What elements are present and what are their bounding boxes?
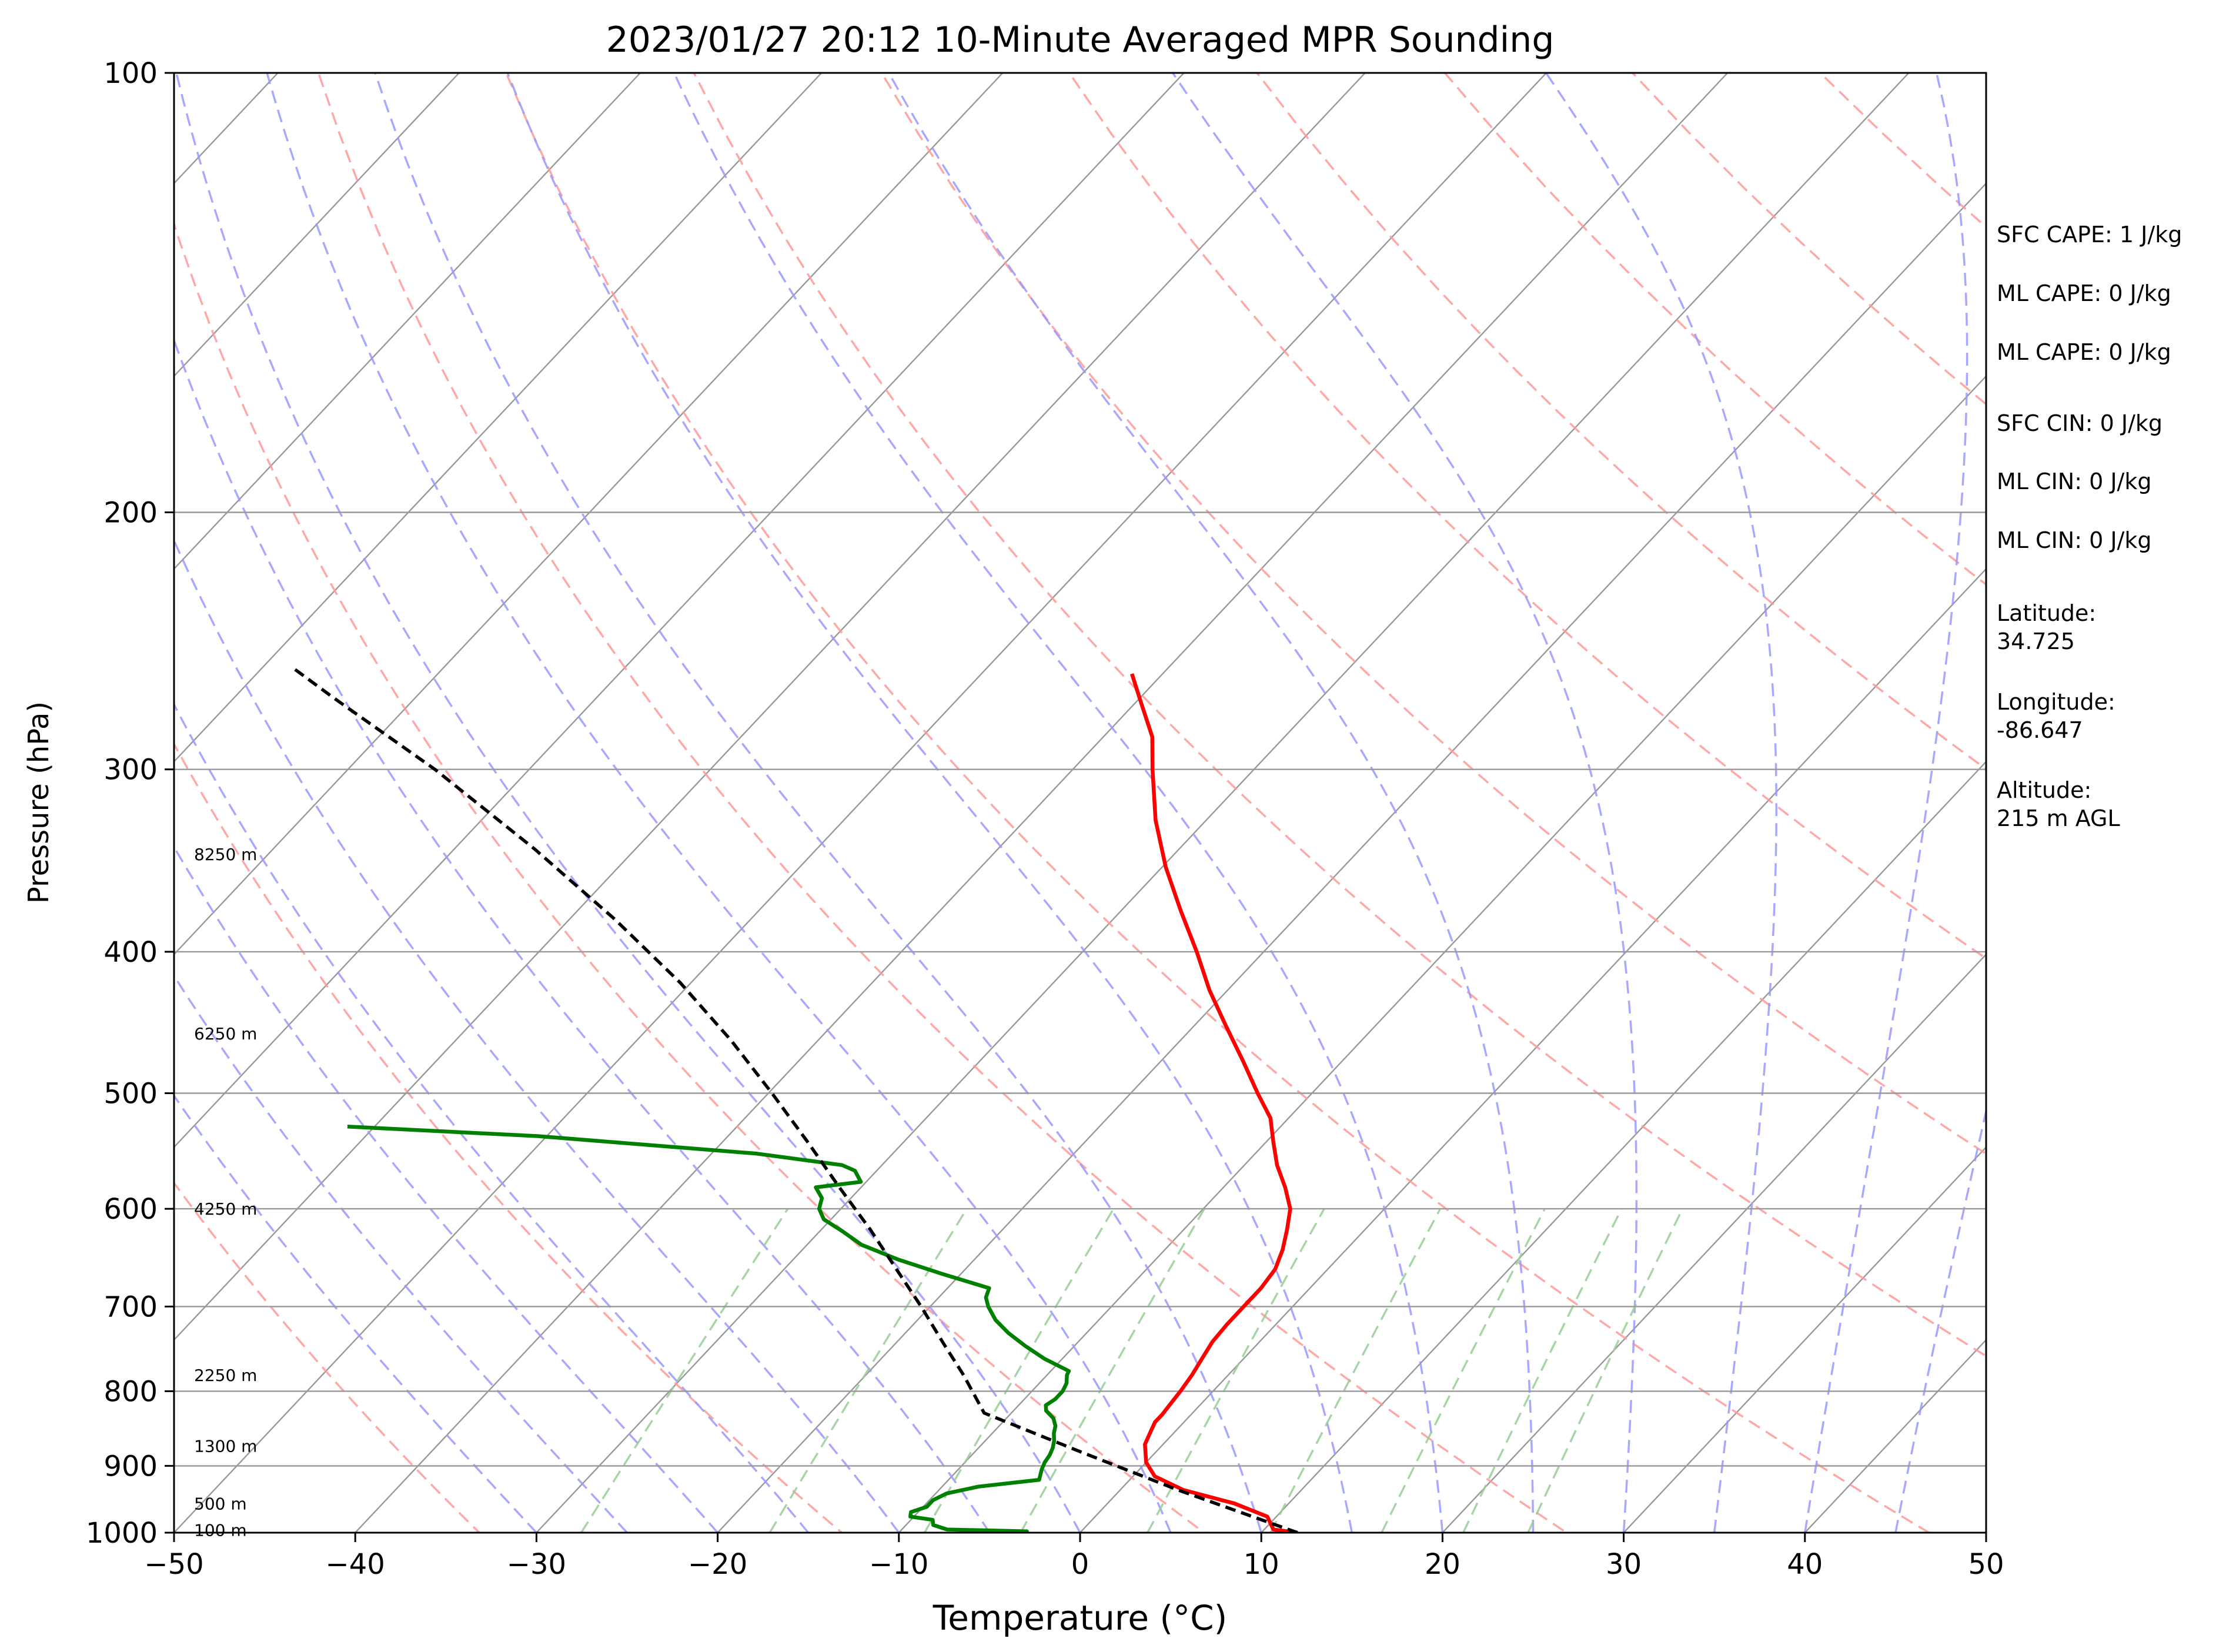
y-tick-label: 800 <box>103 1375 158 1408</box>
y-tick-label: 1000 <box>86 1517 158 1550</box>
parameter-label: ML CIN: 0 J/kg <box>1997 469 2151 494</box>
dry-adiabat-line <box>174 220 1206 1533</box>
parameter-value: -86.647 <box>1997 717 2083 743</box>
x-tick-label: −30 <box>507 1548 566 1581</box>
x-tick-label: −50 <box>144 1548 203 1581</box>
isotherm-line <box>174 73 1004 956</box>
chart-title: 2023/01/27 20:12 10-Minute Averaged MPR … <box>606 19 1555 61</box>
moist-adiabat-line <box>888 73 1535 1533</box>
sounding-parameters: SFC CAPE: 1 J/kg ML CAPE: 0 J/kg ML CAPE: … <box>1997 222 2182 831</box>
mixing-ratio-line <box>1381 1208 1546 1533</box>
height-label: 100 m <box>194 1521 247 1540</box>
isotherm-line <box>1442 953 1986 1533</box>
parameter-label: SFC CAPE: 1 J/kg <box>1997 222 2182 248</box>
height-label: 500 m <box>194 1494 247 1513</box>
y-tick-label: 300 <box>103 754 158 787</box>
y-tick-label: 900 <box>103 1450 158 1483</box>
x-axis-label: Temperature (°C) <box>932 1598 1228 1638</box>
isotherm-line <box>1079 567 1986 1533</box>
height-label: 4250 m <box>194 1199 257 1219</box>
isotherm-line <box>536 73 1910 1533</box>
moist-adiabat-line <box>266 73 1172 1533</box>
dry-adiabat-line <box>505 73 1931 1533</box>
x-tick-label: 0 <box>1071 1548 1089 1581</box>
dewpoint-profile-line <box>347 1125 1071 1533</box>
height-label: 6250 m <box>194 1024 257 1044</box>
dry-adiabat-line <box>174 742 844 1533</box>
moist-adiabat-line <box>506 73 1353 1533</box>
x-tick-label: −20 <box>688 1548 747 1581</box>
parameter-label: Latitude: <box>1997 600 2096 626</box>
moist-adiabat-line <box>174 702 810 1533</box>
parameter-label: ML CAPE: 0 J/kg <box>1997 280 2171 306</box>
y-tick-label: 500 <box>103 1078 158 1111</box>
isotherm-line <box>174 73 1547 1533</box>
moist-adiabat-line <box>174 337 991 1533</box>
isotherm-line <box>1623 1146 1986 1533</box>
moist-adiabat-line <box>174 845 718 1533</box>
x-tick-label: 50 <box>1968 1548 2004 1581</box>
dry-adiabat-line <box>693 73 1986 1357</box>
isotherm-line <box>1261 760 1986 1533</box>
moist-adiabat-line <box>1894 1106 1986 1533</box>
x-tick-label: 30 <box>1606 1548 1642 1581</box>
dry-adiabat-line <box>317 73 1569 1533</box>
parameter-label: SFC CIN: 0 J/kg <box>1997 410 2163 436</box>
height-label: 2250 m <box>194 1366 257 1385</box>
mixing-ratio-line <box>1462 1208 1623 1533</box>
moist-adiabat-line <box>1172 73 1638 1533</box>
y-axis: 100 200 300 400 500 600 700 800 900 1000 <box>86 57 174 1550</box>
x-tick-label: 10 <box>1244 1548 1279 1581</box>
moist-adiabat-line <box>175 73 1081 1533</box>
temperature-profile-line <box>1130 673 1298 1533</box>
parameter-value: 34.725 <box>1997 628 2075 654</box>
isotherm-line <box>174 73 1366 1341</box>
parameter-value: 215 m AGL <box>1997 805 2120 831</box>
mixing-ratio-line <box>1269 1208 1442 1533</box>
moist-adiabat-line <box>1804 73 1968 1533</box>
isotherm-line <box>898 374 1986 1533</box>
isotherm-line <box>355 73 1729 1533</box>
dry-adiabat-line <box>174 1181 481 1533</box>
moist-adiabat-line <box>374 73 1262 1533</box>
parameter-label: Longitude: <box>1997 689 2115 715</box>
isotherm-line <box>174 73 1185 1149</box>
moist-adiabat-line <box>1545 73 1778 1533</box>
moist-adiabat-line <box>174 974 628 1533</box>
parcel-profile-line <box>289 665 1298 1533</box>
pressure-gridlines <box>174 73 1986 1533</box>
dry-adiabat-line <box>1256 73 1986 771</box>
y-tick-label: 200 <box>103 496 158 529</box>
isotherm-line <box>174 73 641 570</box>
parameter-label: ML CIN: 0 J/kg <box>1997 527 2151 553</box>
y-tick-label: 600 <box>103 1193 158 1226</box>
moist-adiabat-line <box>174 538 900 1533</box>
mixing-ratio-line <box>1527 1208 1684 1533</box>
sounding-series <box>289 665 1298 1533</box>
parameter-label: Altitude: <box>1997 777 2091 803</box>
dry-adiabat-line <box>1068 73 1986 960</box>
y-axis-label: Pressure (hPa) <box>22 701 55 904</box>
parameter-label: ML CAPE: 0 J/kg <box>1997 339 2171 365</box>
y-tick-label: 400 <box>103 936 158 969</box>
x-tick-label: −40 <box>326 1548 385 1581</box>
height-labels: 8250 m 6250 m 4250 m 2250 m 1300 m 500 m 100 m <box>194 845 257 1540</box>
isotherm-line <box>174 73 460 377</box>
moist-adiabat-line <box>673 73 1444 1533</box>
height-label: 8250 m <box>194 845 257 864</box>
x-tick-label: 20 <box>1425 1548 1460 1581</box>
y-tick-label: 700 <box>103 1290 158 1323</box>
isotherm-line <box>717 182 1986 1533</box>
height-label: 1300 m <box>194 1436 257 1456</box>
x-tick-label: −10 <box>869 1548 928 1581</box>
x-axis: −50 −40 −30 −20 −10 0 10 20 30 40 50 <box>144 1533 2004 1581</box>
x-tick-label: 40 <box>1787 1548 1823 1581</box>
dry-adiabat-line <box>881 73 1986 1155</box>
isotherm-line <box>174 73 823 763</box>
background-lines <box>174 73 1986 1533</box>
y-tick-label: 100 <box>103 57 158 90</box>
